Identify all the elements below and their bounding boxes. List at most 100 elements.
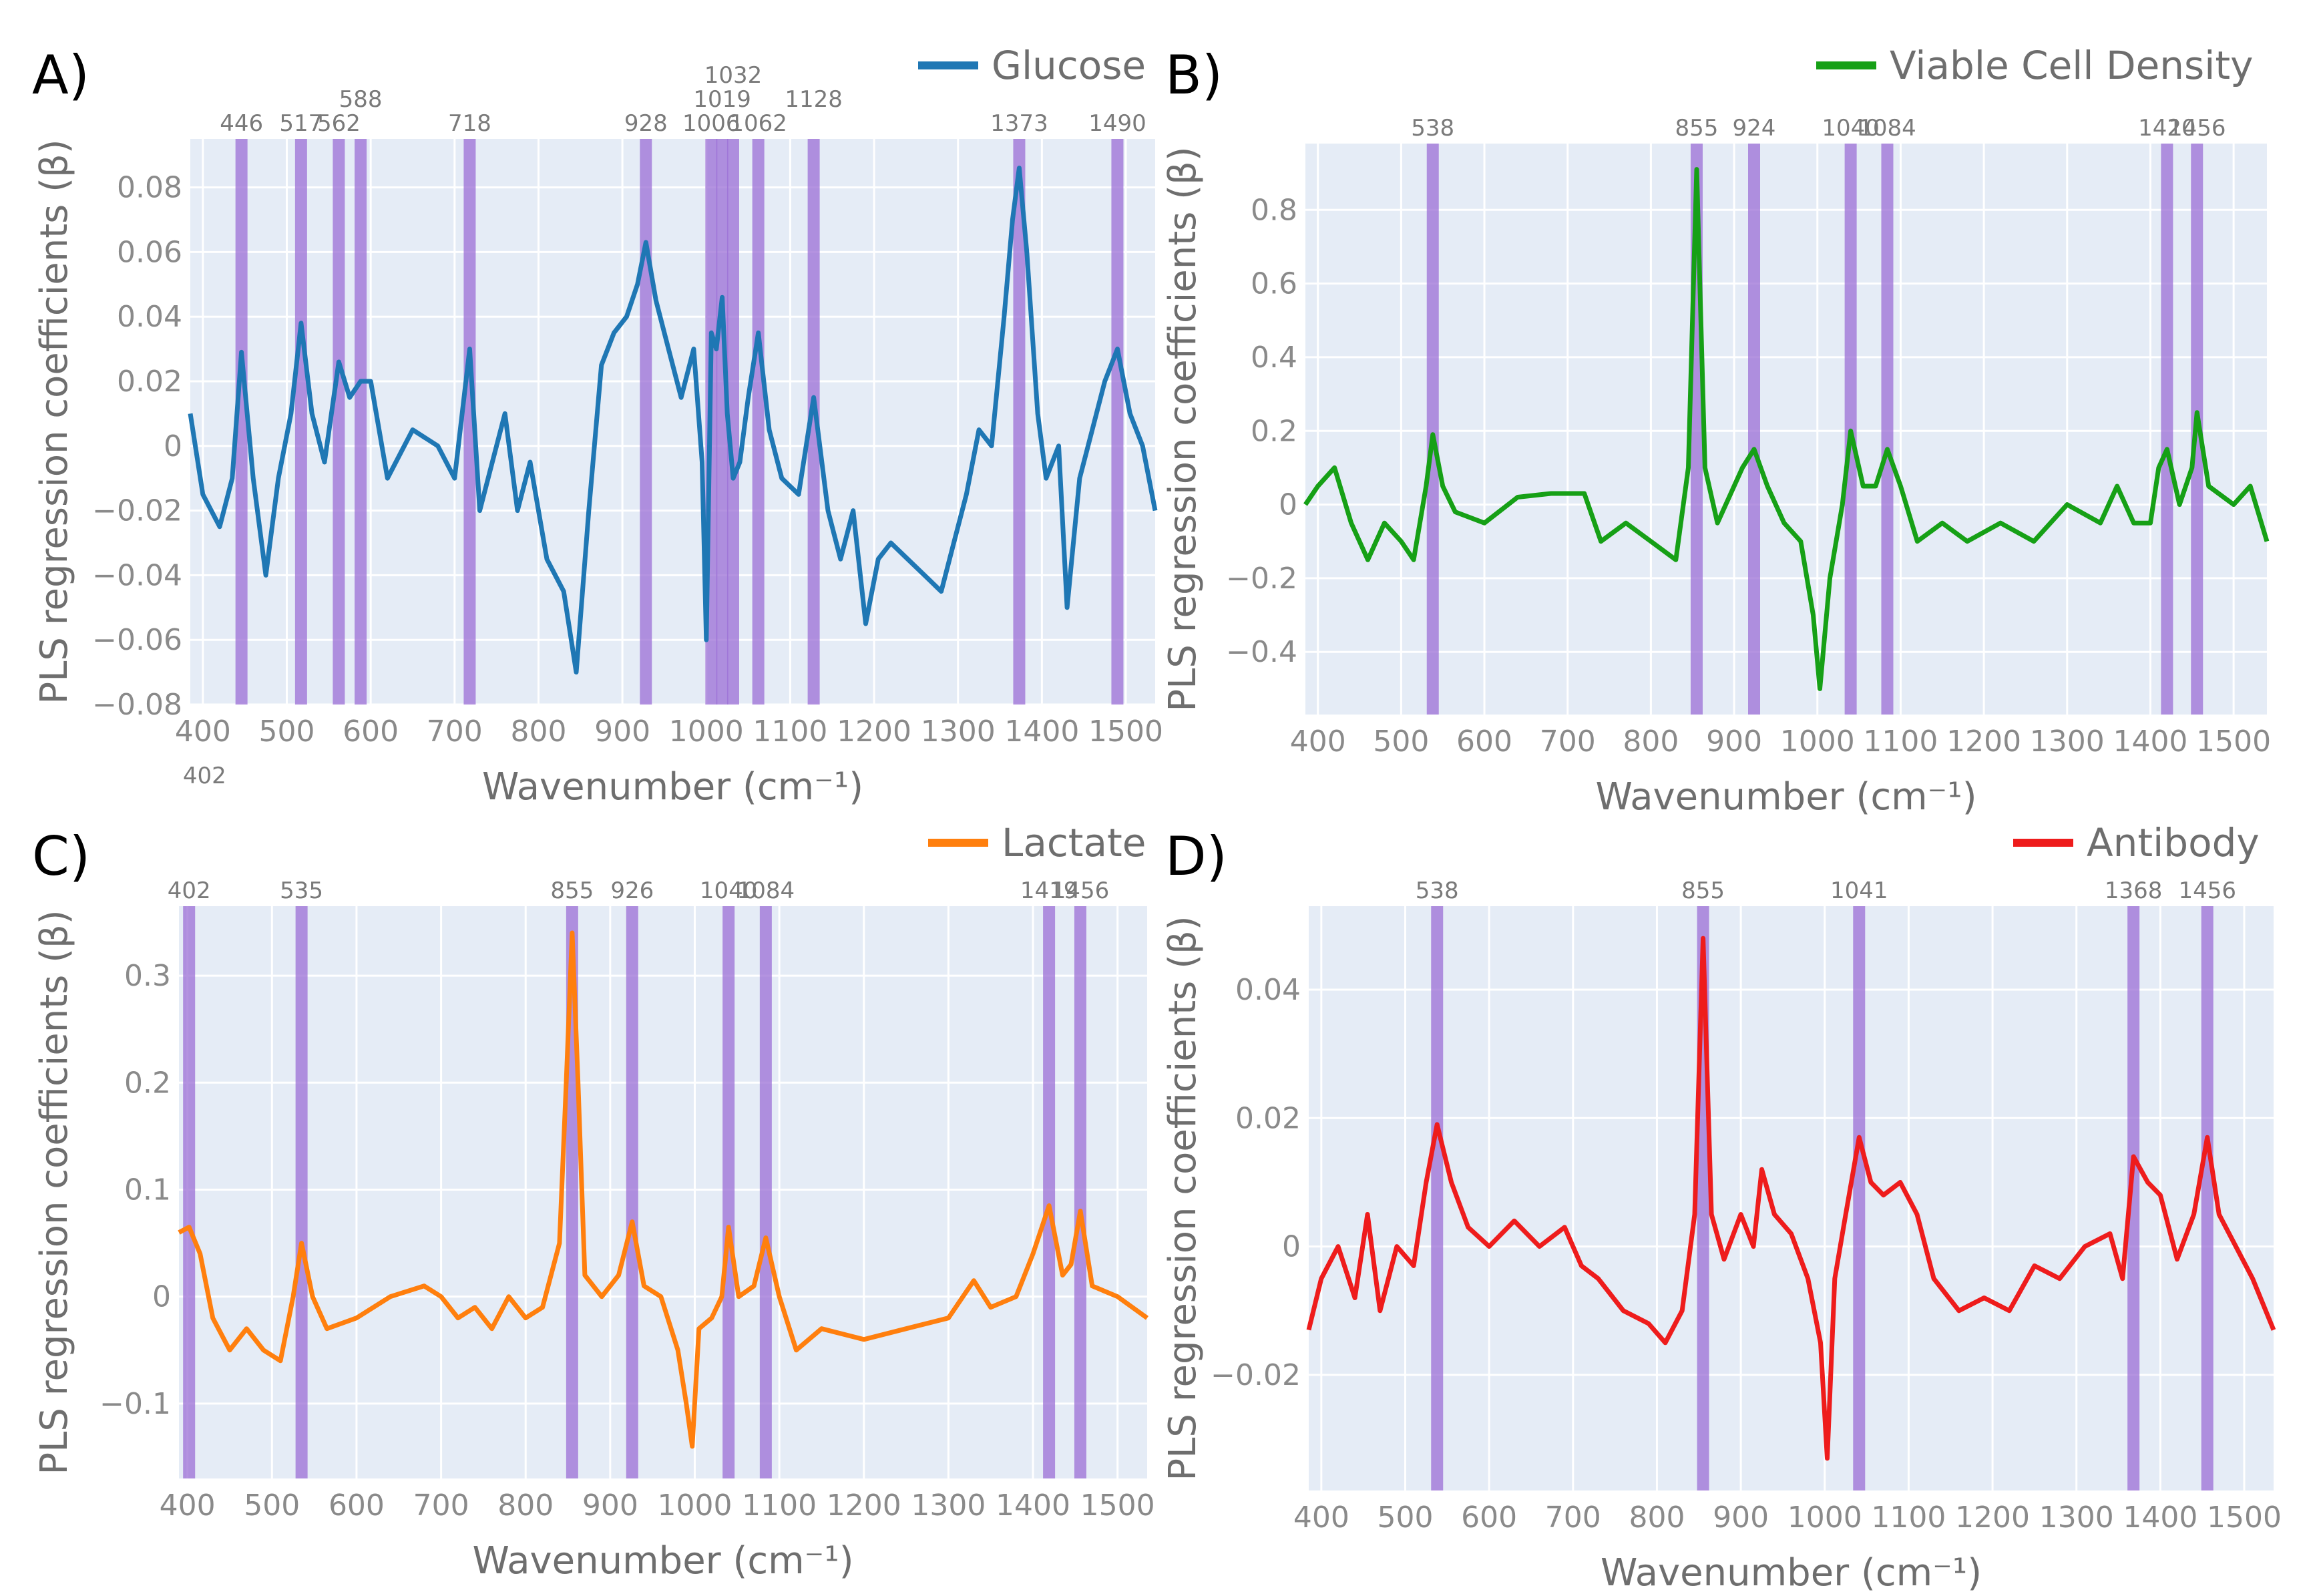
y-tick-label: 0.2 <box>124 1066 171 1100</box>
x-tick-label: 700 <box>427 715 483 749</box>
peak-annotation: 1490 <box>1088 110 1146 137</box>
x-tick-label: 400 <box>1293 1501 1349 1535</box>
x-tick-label: 500 <box>244 1488 300 1523</box>
peak-annotation: 517 <box>279 110 323 137</box>
y-axis-label: PLS regression coefficients (β) <box>1161 916 1205 1480</box>
legend-label: Lactate <box>1002 820 1146 865</box>
x-axis-label: Wavenumber (cm⁻¹) <box>472 1539 853 1583</box>
x-tick-label: 1100 <box>753 715 827 749</box>
peak-annotation: 855 <box>550 877 594 904</box>
peak-annotation: 855 <box>1675 115 1719 142</box>
x-tick-label: 1400 <box>996 1488 1070 1523</box>
y-tick-label: 0.06 <box>117 235 182 269</box>
peak-annotation: 1456 <box>2168 115 2226 142</box>
peak-annotation: 1019 <box>693 86 751 113</box>
x-axis-label: Wavenumber (cm⁻¹) <box>1595 775 1976 819</box>
y-tick-label: −0.06 <box>92 623 182 657</box>
peak-annotation: 562 <box>317 110 361 137</box>
x-tick-label: 1200 <box>1946 725 2021 759</box>
peak-annotation: 924 <box>1733 115 1776 142</box>
x-tick-label: 800 <box>1629 1501 1685 1535</box>
highlight-band-926 <box>626 906 638 1478</box>
x-tick-label: 1300 <box>911 1488 986 1523</box>
plot-background <box>1305 144 2267 715</box>
x-tick-label: 1200 <box>827 1488 901 1523</box>
y-tick-label: 0.4 <box>1251 341 1297 375</box>
x-tick-label: 1500 <box>2196 725 2271 759</box>
peak-annotation: 1062 <box>729 110 787 137</box>
y-tick-label: 0.04 <box>117 300 182 334</box>
x-tick-label: 400 <box>160 1488 216 1523</box>
x-tick-label: 800 <box>1623 725 1679 759</box>
x-tick-label: 1100 <box>1863 725 1938 759</box>
x-tick-label: 1000 <box>1780 725 1855 759</box>
x-tick-label: 600 <box>1461 1501 1517 1535</box>
x-axis-label: Wavenumber (cm⁻¹) <box>1601 1551 1982 1595</box>
x-tick-label: 1000 <box>669 715 744 749</box>
peak-annotation: 928 <box>624 110 668 137</box>
panel-label: C) <box>32 825 90 887</box>
highlight-band-1420 <box>2161 144 2173 715</box>
y-tick-label: −0.2 <box>1226 562 1297 596</box>
y-tick-label: −0.02 <box>92 494 182 528</box>
peak-annotation: 1368 <box>2105 877 2163 904</box>
peak-annotation: 1419 <box>1020 877 1078 904</box>
series-line <box>1306 936 2276 1461</box>
highlight-band-1032 <box>726 139 739 705</box>
y-tick-label: −0.04 <box>92 558 182 592</box>
peak-annotation: 402 <box>168 877 211 904</box>
x-tick-label: 600 <box>329 1488 385 1523</box>
x-tick-label: 1500 <box>1080 1488 1155 1523</box>
peak-annotation: 538 <box>1411 115 1454 142</box>
x-tick-label: 1300 <box>2030 725 2105 759</box>
peak-annotation: 1456 <box>1052 877 1110 904</box>
y-tick-label: 0.6 <box>1251 267 1297 301</box>
x-tick-label: 1000 <box>657 1488 732 1523</box>
peak-annotation: 1373 <box>990 110 1048 137</box>
x-tick-label: 1300 <box>921 715 996 749</box>
x-tick-label: 600 <box>343 715 399 749</box>
peak-annotation: 1040 <box>1822 115 1880 142</box>
x-tick-label: 400 <box>1290 725 1346 759</box>
y-tick-label: −0.02 <box>1211 1358 1301 1392</box>
peak-annotation: 1128 <box>785 86 843 113</box>
panel-c: 400 500 600 700 800 900 1000 1100 1200 1300 1400 15… <box>32 820 1155 1583</box>
highlight-band-1456 <box>1074 906 1086 1478</box>
series-line <box>188 166 1158 675</box>
x-tick-label: 1100 <box>1871 1501 1946 1535</box>
peak-annotation: 1032 <box>704 62 763 89</box>
plot-background <box>1309 906 2274 1490</box>
x-tick-label: 600 <box>1456 725 1512 759</box>
highlight-band-1040 <box>722 906 735 1478</box>
peak-annotation: 1420 <box>2138 115 2196 142</box>
highlight-band-402 <box>183 906 196 1478</box>
highlight-band-517 <box>294 139 307 705</box>
highlight-band-1041 <box>1853 906 1866 1490</box>
x-tick-label: 1400 <box>2113 725 2187 759</box>
peak-annotation: 538 <box>1416 877 1459 904</box>
highlight-band-1490 <box>1111 139 1124 705</box>
y-tick-label: 0.8 <box>1251 193 1297 227</box>
y-tick-label: 0.02 <box>1235 1101 1301 1135</box>
x-tick-label: 900 <box>582 1488 638 1523</box>
series-line <box>178 930 1149 1449</box>
highlight-band-562 <box>333 139 345 705</box>
x-tick-label: 800 <box>497 1488 554 1523</box>
y-tick-label: −0.4 <box>1226 635 1297 669</box>
highlight-band-1084 <box>759 906 772 1478</box>
highlight-band-1128 <box>807 139 820 705</box>
peak-annotation: 446 <box>220 110 263 137</box>
x-axis-label: Wavenumber (cm⁻¹) <box>482 765 863 809</box>
y-tick-label: 0 <box>1282 1230 1301 1264</box>
highlight-band-1084 <box>1881 144 1894 715</box>
y-tick-label: 0 <box>152 1280 171 1314</box>
legend-label: Glucose <box>992 43 1146 88</box>
panel-label: D) <box>1165 825 1227 887</box>
peak-annotation: 1084 <box>737 877 795 904</box>
y-axis-label: PLS regression coefficients (β) <box>33 139 76 704</box>
y-axis-label: PLS regression coefficients (β) <box>33 910 76 1474</box>
x-tick-label: 900 <box>1713 1501 1769 1535</box>
peak-annotation: 1006 <box>682 110 741 137</box>
peak-annotation: 855 <box>1681 877 1725 904</box>
